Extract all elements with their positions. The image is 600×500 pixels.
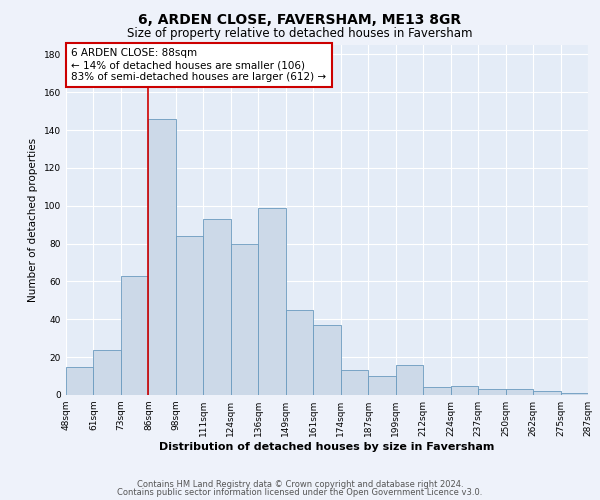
Bar (121, 276, 148, 395)
Bar (368, 376, 395, 395)
Text: 6 ARDEN CLOSE: 88sqm
← 14% of detached houses are smaller (106)
83% of semi-deta: 6 ARDEN CLOSE: 88sqm ← 14% of detached h… (71, 48, 326, 82)
X-axis label: Distribution of detached houses by size in Faversham: Distribution of detached houses by size … (160, 442, 494, 452)
Bar (395, 364, 423, 395)
Bar (341, 370, 368, 395)
Bar (286, 310, 313, 395)
Bar (231, 244, 259, 395)
Bar (94, 350, 121, 395)
Bar (423, 388, 451, 395)
Bar (560, 393, 588, 395)
Text: Contains HM Land Registry data © Crown copyright and database right 2024.: Contains HM Land Registry data © Crown c… (137, 480, 463, 489)
Bar (203, 219, 231, 395)
Bar (313, 325, 341, 395)
Text: Contains public sector information licensed under the Open Government Licence v3: Contains public sector information licen… (118, 488, 482, 497)
Bar (478, 390, 506, 395)
Text: 6, ARDEN CLOSE, FAVERSHAM, ME13 8GR: 6, ARDEN CLOSE, FAVERSHAM, ME13 8GR (139, 12, 461, 26)
Bar (148, 119, 176, 395)
Y-axis label: Number of detached properties: Number of detached properties (28, 138, 38, 302)
Bar (66, 366, 94, 395)
Text: Size of property relative to detached houses in Faversham: Size of property relative to detached ho… (127, 28, 473, 40)
Bar (176, 236, 203, 395)
Bar (506, 390, 533, 395)
Bar (451, 386, 478, 395)
Bar (259, 208, 286, 395)
Bar (533, 391, 560, 395)
